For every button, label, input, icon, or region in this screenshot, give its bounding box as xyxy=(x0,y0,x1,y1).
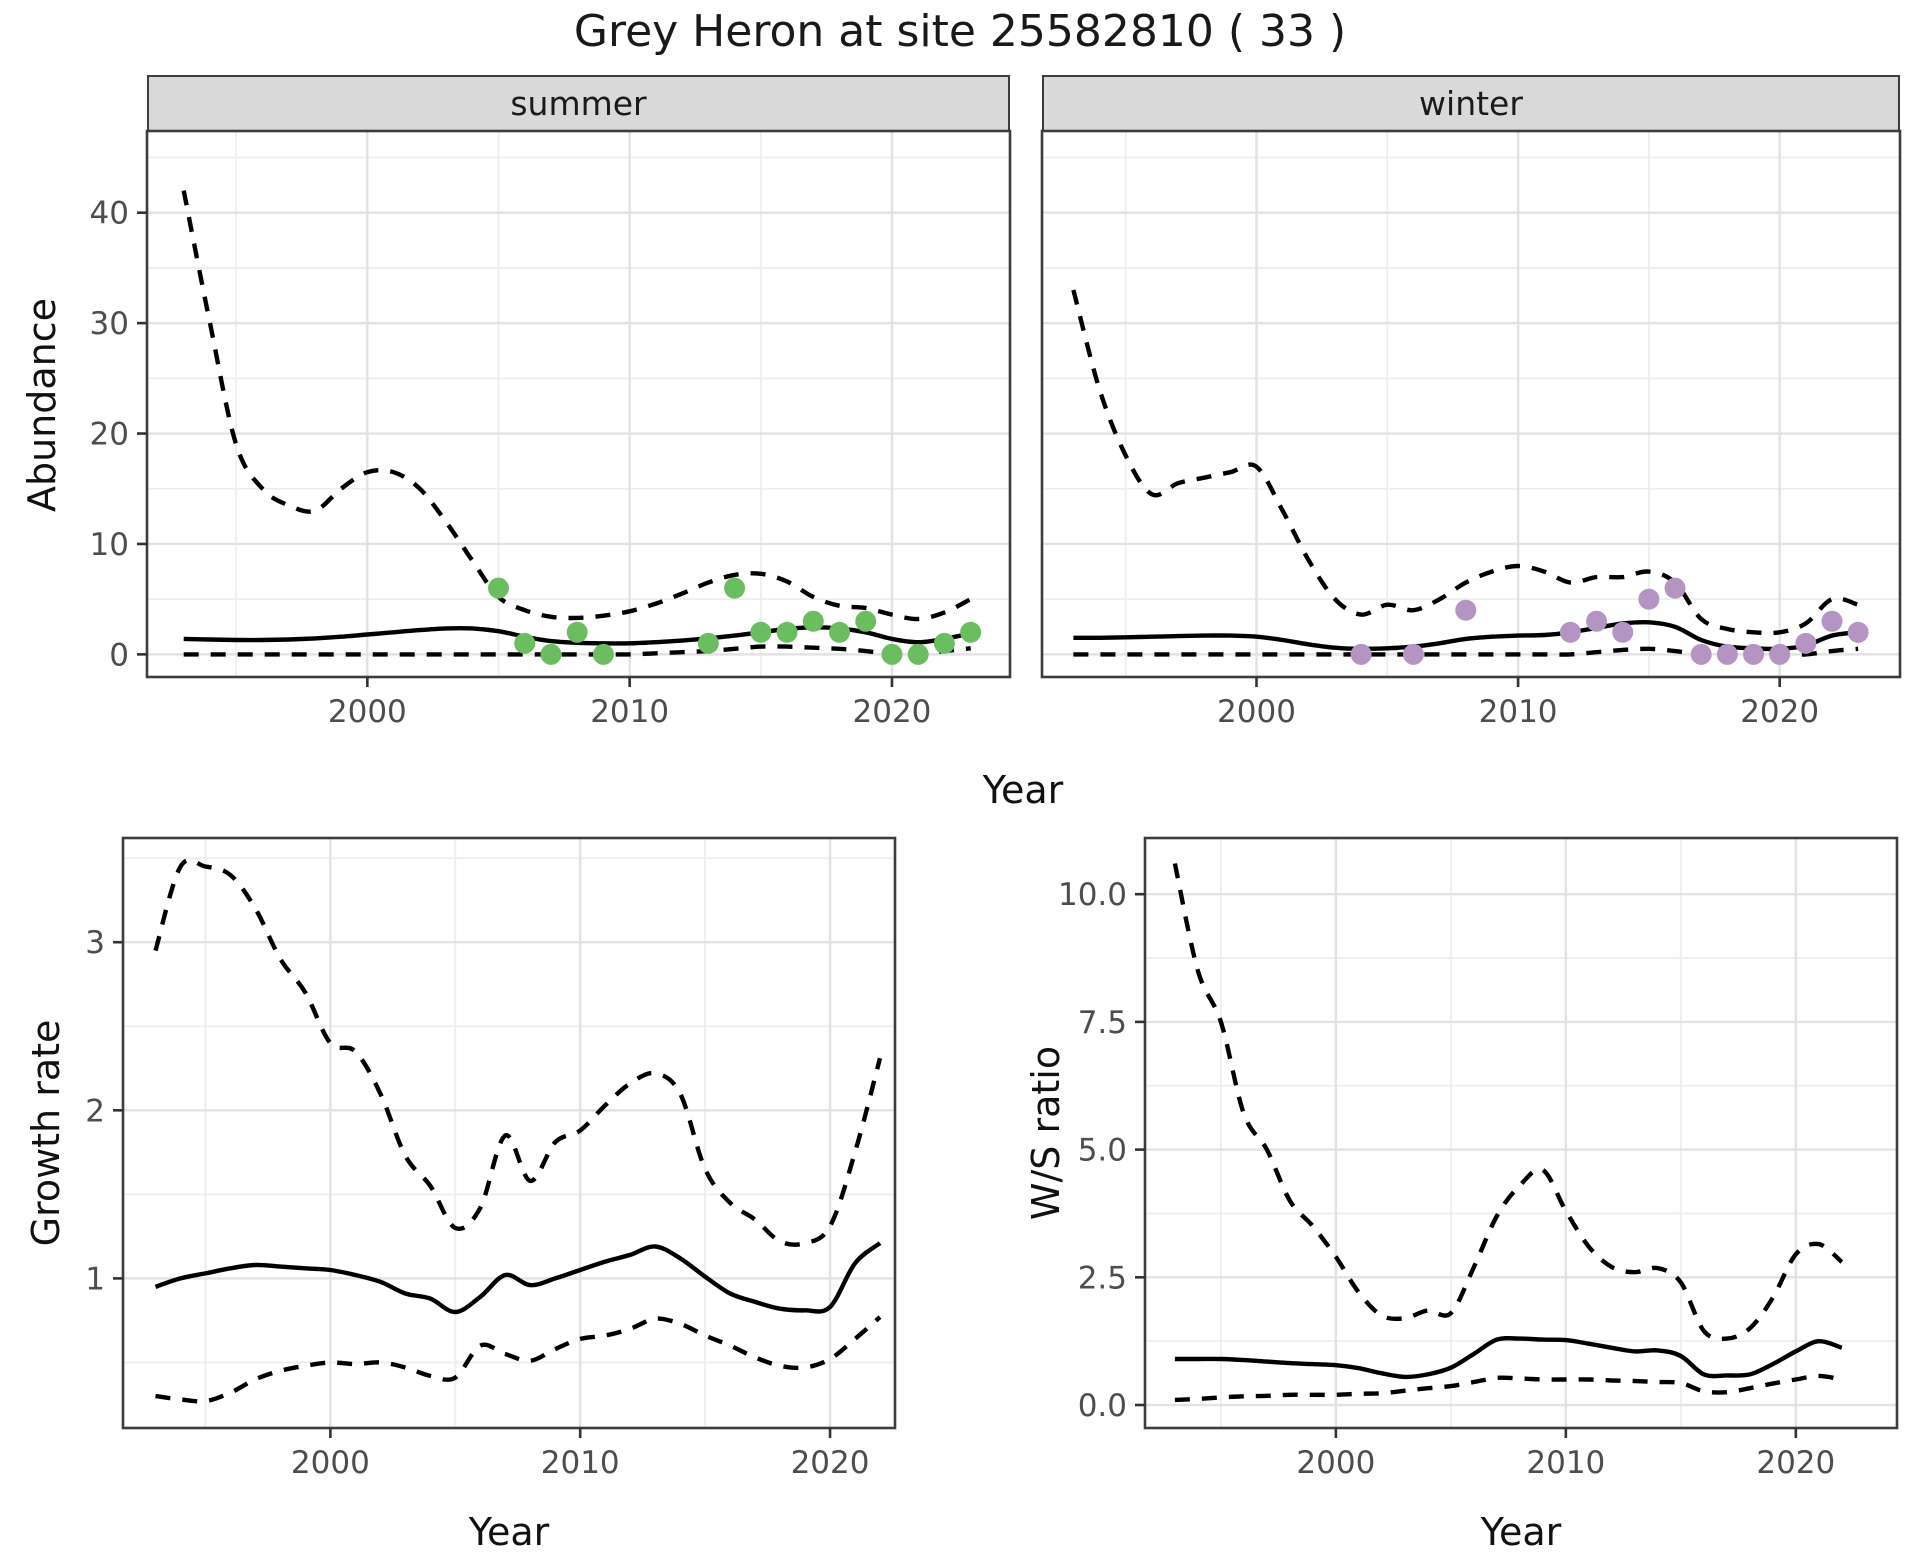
growth-x-tick-label: 2020 xyxy=(791,1445,870,1481)
ws-y-tick-label: 0.0 xyxy=(1078,1388,1127,1424)
summer-observed-point xyxy=(828,621,850,643)
summer-observed-point xyxy=(592,643,614,665)
facet-strip-summer-label: summer xyxy=(510,84,647,123)
summer-y-tick-label: 40 xyxy=(90,196,129,232)
bottom-left-year-axis-label: Year xyxy=(468,1510,550,1554)
summer-y-tick-label: 10 xyxy=(90,527,129,563)
winter-x-tick-label: 2000 xyxy=(1217,694,1296,730)
summer-panel-border xyxy=(145,129,1012,679)
winter-observed-point xyxy=(1612,621,1634,643)
summer-panel-background xyxy=(147,131,1010,677)
ws-upper-ci-line xyxy=(1172,863,1844,1342)
top-year-axis-label: Year xyxy=(982,768,1064,812)
winter-observed-point xyxy=(1847,621,1869,643)
summer-observed-point xyxy=(855,610,877,632)
winter-observed-point xyxy=(1638,588,1660,610)
plot-title: Grey Heron at site 25582810 ( 33 ) xyxy=(573,6,1347,57)
growth-lower-ci-line xyxy=(155,1315,882,1404)
growth-panel-border xyxy=(121,836,897,1430)
summer-x-tick-label: 2010 xyxy=(590,694,669,730)
ws-lower-ci-line xyxy=(1174,1373,1843,1403)
winter-observed-point xyxy=(1455,599,1477,621)
winter-observed-point xyxy=(1821,610,1843,632)
summer-observed-point xyxy=(907,643,929,665)
ws-x-tick-label: 2000 xyxy=(1296,1445,1375,1481)
ws-ratio-axis-label: W/S ratio xyxy=(1024,1045,1068,1221)
winter-observed-point xyxy=(1769,643,1791,665)
summer-observed-point xyxy=(960,621,982,643)
summer-observed-point xyxy=(724,577,746,599)
winter-observed-point xyxy=(1690,643,1712,665)
summer-observed-point xyxy=(540,643,562,665)
winter-observed-point xyxy=(1716,643,1738,665)
winter-observed-point xyxy=(1795,632,1817,654)
winter-observed-point xyxy=(1743,643,1765,665)
growth-y-tick-label: 3 xyxy=(85,925,105,961)
facet-strip-winter-label: winter xyxy=(1419,84,1523,123)
winter-observed-point xyxy=(1586,610,1608,632)
ws-y-tick-label: 10.0 xyxy=(1058,877,1127,913)
winter-observed-point xyxy=(1350,643,1372,665)
summer-observed-point xyxy=(750,621,772,643)
winter-upper-ci-line xyxy=(1071,289,1859,636)
growth-panel-background xyxy=(123,838,895,1428)
summer-observed-point xyxy=(881,643,903,665)
growth-x-tick-label: 2000 xyxy=(291,1445,370,1481)
winter-x-tick-label: 2020 xyxy=(1740,694,1819,730)
growth-fit-line xyxy=(154,1241,882,1315)
ws-y-tick-label: 7.5 xyxy=(1078,1005,1127,1041)
ws-panel-border xyxy=(1143,836,1899,1430)
growth-upper-ci-line xyxy=(153,857,883,1247)
summer-lower-ci-line xyxy=(183,644,971,657)
winter-observed-point xyxy=(1559,621,1581,643)
summer-upper-ci-line xyxy=(181,190,972,622)
summer-observed-point xyxy=(566,621,588,643)
summer-y-tick-label: 20 xyxy=(90,417,129,453)
ws-x-tick-label: 2020 xyxy=(1756,1445,1835,1481)
summer-y-tick-label: 30 xyxy=(90,306,129,342)
abundance-axis-label: Abundance xyxy=(20,297,64,513)
winter-observed-point xyxy=(1402,643,1424,665)
facet-strip-summer: summer xyxy=(147,75,1010,132)
ws-y-tick-label: 5.0 xyxy=(1078,1133,1127,1169)
winter-panel-background xyxy=(1042,131,1900,677)
bottom-right-year-axis-label: Year xyxy=(1480,1510,1562,1554)
facet-strip-winter: winter xyxy=(1042,75,1900,132)
summer-observed-point xyxy=(697,632,719,654)
ws-y-tick-label: 2.5 xyxy=(1078,1260,1127,1296)
summer-observed-point xyxy=(487,577,509,599)
summer-observed-point xyxy=(802,610,824,632)
ws-panel-background xyxy=(1145,838,1897,1428)
ws-x-tick-label: 2010 xyxy=(1526,1445,1605,1481)
summer-observed-point xyxy=(933,632,955,654)
winter-observed-point xyxy=(1664,577,1686,599)
summer-observed-point xyxy=(776,621,798,643)
growth-rate-axis-label: Growth rate xyxy=(24,1019,68,1247)
summer-x-tick-label: 2020 xyxy=(853,694,932,730)
summer-y-tick-label: 0 xyxy=(109,637,129,673)
winter-panel-border xyxy=(1040,129,1902,679)
growth-x-tick-label: 2010 xyxy=(541,1445,620,1481)
summer-observed-point xyxy=(514,632,536,654)
winter-x-tick-label: 2010 xyxy=(1479,694,1558,730)
summer-x-tick-label: 2000 xyxy=(328,694,407,730)
growth-y-tick-label: 2 xyxy=(85,1093,105,1129)
growth-y-tick-label: 1 xyxy=(85,1261,105,1297)
ws-fit-line xyxy=(1174,1335,1843,1380)
